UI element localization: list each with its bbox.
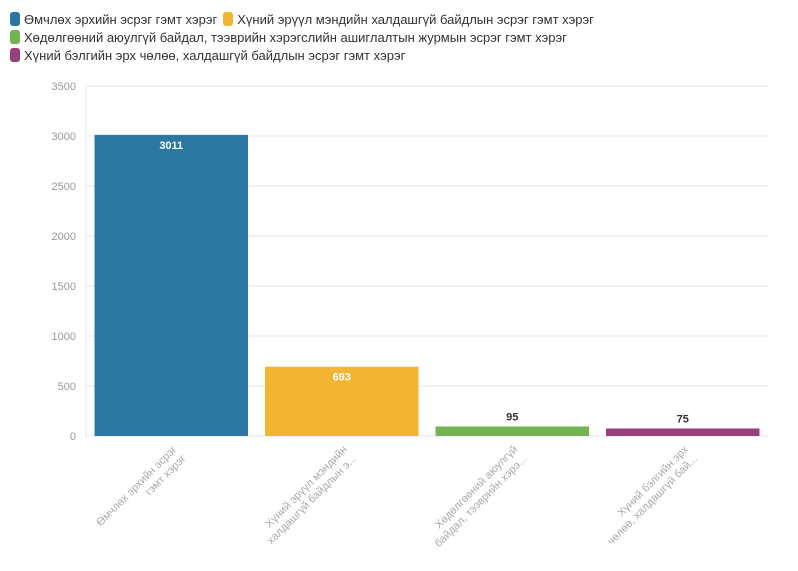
data-label: 95: [506, 412, 518, 424]
y-tick-label: 3500: [52, 81, 76, 93]
legend: Өмчлөх эрхийн эсрэг гэмт хэрэг Хүний эрү…: [10, 10, 790, 64]
y-tick-label: 1500: [52, 281, 76, 293]
legend-label: Өмчлөх эрхийн эсрэг гэмт хэрэг: [24, 11, 218, 27]
legend-swatch: [10, 12, 20, 26]
y-tick-label: 500: [58, 381, 76, 393]
legend-swatch: [223, 12, 234, 26]
x-tick-label-line: Хүний эрүүл мэндийн: [263, 444, 350, 531]
legend-label: Хүний бэлгийн эрх чөлөө, халдашгүй байдл…: [24, 47, 406, 63]
legend-label: Хүний эрүүл мэндийн халдашгүй байдлын эс…: [237, 11, 594, 27]
data-label: 3011: [159, 140, 183, 152]
bar[interactable]: [94, 134, 248, 436]
y-tick-label: 2000: [52, 231, 76, 243]
y-tick-label: 2500: [52, 181, 76, 193]
legend-item-health[interactable]: Хүний эрүүл мэндийн халдашгүй байдлын эс…: [223, 12, 594, 27]
x-tick-label-line: халдашгүй байдлын э...: [265, 453, 359, 547]
legend-item-property[interactable]: Өмчлөх эрхийн эсрэг гэмт хэрэг: [10, 12, 217, 27]
legend-label: Хөдөлгөөний аюулгүй байдал, тээврийн хэр…: [24, 29, 567, 45]
bar[interactable]: [606, 428, 760, 437]
legend-item-traffic[interactable]: Хөдөлгөөний аюулгүй байдал, тээврийн хэр…: [10, 30, 567, 45]
x-tick-label-line: чөлөө, халдашгүй бай...: [605, 453, 700, 548]
x-tick-label-line: байдал, тээврийн хэрэ...: [433, 453, 530, 550]
y-tick-label: 3000: [52, 131, 76, 143]
legend-swatch: [10, 48, 20, 62]
x-tick-label-line: Өмчлөх эрхийн эсрэг: [94, 444, 179, 529]
y-tick-label: 1000: [52, 331, 76, 343]
bar[interactable]: [435, 426, 589, 437]
y-tick-label: 0: [70, 431, 76, 443]
legend-item-sexual-freedom[interactable]: Хүний бэлгийн эрх чөлөө, халдашгүй байдл…: [10, 48, 405, 63]
legend-row: Хүний бэлгийн эрх чөлөө, халдашгүй байдл…: [10, 46, 790, 64]
legend-row: Хөдөлгөөний аюулгүй байдал, тээврийн хэр…: [10, 28, 790, 46]
bar[interactable]: [265, 366, 419, 436]
legend-swatch: [10, 30, 20, 44]
data-label: 693: [333, 372, 351, 384]
x-tick-label-line: Хөдөлгөөний аюулгүй: [433, 444, 521, 532]
legend-row: Өмчлөх эрхийн эсрэг гэмт хэрэг Хүний эрү…: [10, 10, 790, 28]
data-label: 75: [677, 414, 689, 426]
